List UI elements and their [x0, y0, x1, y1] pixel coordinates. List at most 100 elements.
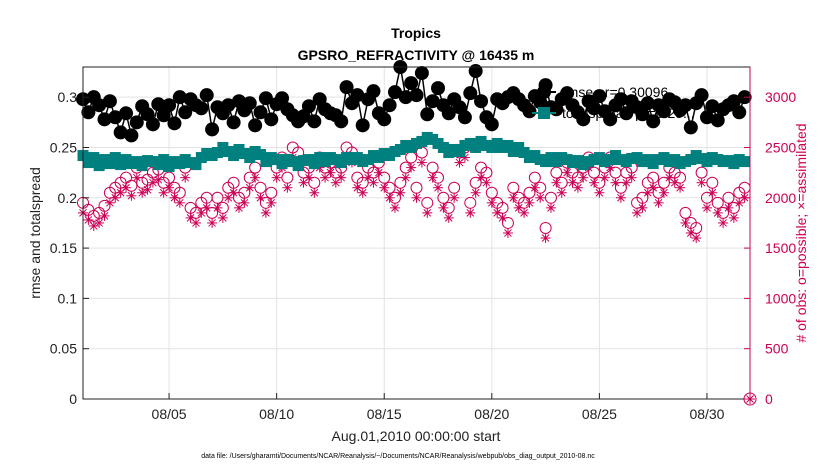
obs-assimilated-point — [675, 182, 686, 193]
rmse-point — [414, 66, 429, 81]
rmse-point — [339, 80, 354, 95]
rmse-point — [119, 106, 134, 121]
obs-assimilated-point — [524, 197, 535, 208]
y2-tick-label: 500 — [765, 341, 789, 357]
obs-assimilated-point — [728, 212, 739, 223]
obs-assimilated-point — [233, 202, 244, 213]
rmse-point — [194, 101, 209, 116]
rmse-point — [253, 105, 268, 120]
totalspread-point — [228, 150, 240, 162]
obs-assimilated-point — [470, 187, 481, 198]
legend-label-rmse: rmse pr=0.30096 — [562, 84, 668, 100]
y2-axis-label: # of obs: o=possible; ×=assimilated — [793, 123, 809, 342]
totalspread-point — [470, 141, 482, 153]
rmse-point — [619, 106, 634, 121]
rmse-point — [382, 98, 397, 113]
obs-assimilated-point — [368, 177, 379, 188]
obs-assimilated-point — [658, 187, 669, 198]
rmse-point — [275, 91, 290, 106]
obs-assimilated-point — [653, 197, 664, 208]
y2-tick-label: 2500 — [765, 139, 796, 155]
rmse-point — [162, 98, 177, 113]
rmse-point — [603, 112, 618, 127]
rmse-point — [350, 88, 365, 103]
rmse-point — [178, 105, 193, 120]
obs-assimilated-point — [540, 233, 551, 244]
footnote: data file: /Users/gharamti/Documents/NCA… — [201, 453, 595, 460]
rmse-point — [264, 112, 279, 127]
obs-assimilated-point — [357, 187, 368, 198]
obs-assimilated-point — [615, 192, 626, 203]
obs-assimilated-point — [443, 212, 454, 223]
rmse-point — [635, 107, 650, 122]
rmse-point — [221, 98, 236, 113]
rmse-point — [301, 99, 316, 114]
obs-assimilated-point — [422, 207, 433, 218]
rmse-point — [81, 105, 96, 120]
totalspread-point — [88, 152, 100, 164]
rmse-point — [387, 85, 402, 100]
y-axis-label: rmse and totalspread — [27, 167, 43, 299]
rmse-point — [694, 88, 709, 103]
obs-assimilated-point — [556, 187, 567, 198]
rmse-point — [404, 76, 419, 91]
rmse-point — [355, 118, 370, 133]
rmse-point — [683, 120, 698, 135]
rmse-point — [699, 110, 714, 125]
rmse-point — [151, 97, 166, 112]
rmse-point — [92, 98, 107, 113]
rmse-point — [705, 99, 720, 114]
totalspread-point — [109, 152, 121, 164]
obs-assimilated-point — [572, 182, 583, 193]
totalspread-point — [158, 154, 170, 166]
totalspread-point — [93, 160, 105, 172]
obs-assimilated-point — [217, 212, 228, 223]
rmse-point — [124, 128, 139, 143]
obs-assimilated-point — [336, 172, 347, 183]
y-tick-label: 0.15 — [50, 240, 77, 256]
y-tick-label: 0.05 — [50, 341, 77, 357]
obs-assimilated-point — [309, 187, 320, 198]
obs-assimilated-point — [298, 177, 309, 188]
rmse-point — [167, 116, 182, 131]
obs-assimilated-point — [642, 187, 653, 198]
rmse-point — [640, 96, 655, 111]
obs-assimilated-point — [701, 202, 712, 213]
rmse-point — [398, 90, 413, 105]
rmse-point — [646, 114, 661, 129]
rmse-point — [463, 86, 478, 101]
obs-assimilated-point — [99, 210, 110, 221]
x-tick-label: 08/25 — [582, 406, 617, 422]
rmse-point — [97, 112, 112, 127]
rmse-point — [560, 86, 575, 101]
obs-assimilated-point — [174, 197, 185, 208]
y-tick-label: 0 — [69, 391, 77, 407]
rmse-point — [656, 104, 671, 119]
x-tick-label: 08/30 — [689, 406, 724, 422]
chart-subtitle: GPSRO_REFRACTIVITY @ 16435 m — [298, 47, 535, 63]
rmse-point — [172, 90, 187, 105]
x-tick-label: 08/20 — [474, 406, 509, 422]
totalspread-point — [739, 156, 751, 168]
obs-assimilated-point — [142, 184, 153, 195]
legend: rmse pr=0.30096 totalspread pr=0.23... — [532, 84, 695, 121]
obs-assimilated-point — [545, 202, 556, 213]
y2-tick-label: 1500 — [765, 240, 796, 256]
obs-assimilated-point — [535, 192, 546, 203]
totalspread-point — [502, 139, 514, 151]
totalspread-point — [308, 158, 320, 170]
rmse-point — [592, 89, 607, 104]
plot-background — [83, 67, 750, 399]
obs-assimilated-point — [244, 182, 255, 193]
rmse-point — [441, 106, 456, 121]
obs-assimilated-point — [271, 172, 282, 183]
obs-assimilated-point — [696, 177, 707, 188]
rmse-point — [732, 105, 747, 120]
rmse-point — [474, 94, 489, 109]
legend-label-totalspread: totalspread pr=0.23... — [562, 105, 695, 121]
y2-tick-label: 2000 — [765, 190, 796, 206]
x-ticks: 08/05 08/10 08/15 08/20 08/25 08/30 — [152, 393, 725, 422]
totalspread-point — [255, 149, 267, 161]
obs-assimilated-point — [599, 172, 610, 183]
